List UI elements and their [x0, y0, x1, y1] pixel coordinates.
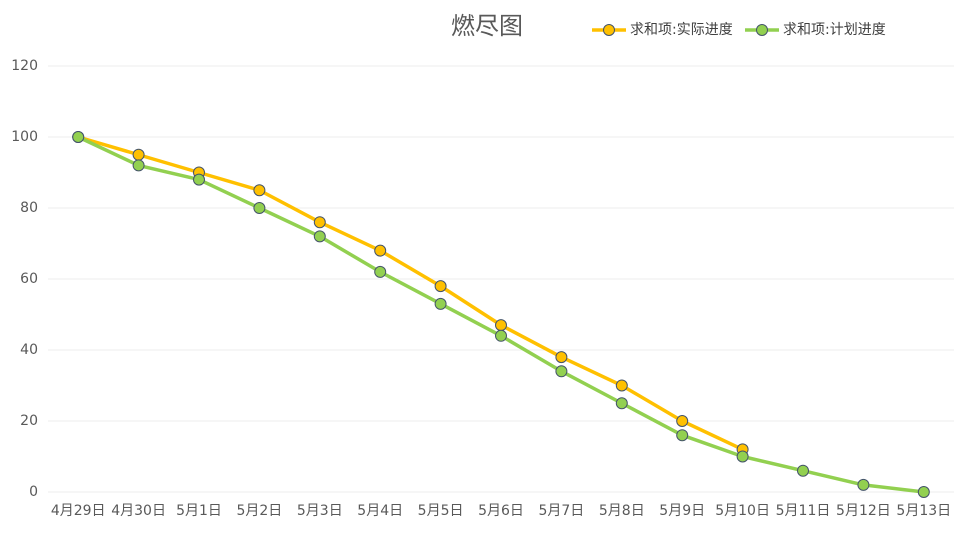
y-tick-label: 20	[20, 413, 38, 429]
data-point	[676, 415, 689, 427]
data-point	[132, 148, 145, 161]
x-tick-label: 5月7日	[538, 503, 584, 519]
x-tick-label: 5月13日	[896, 503, 951, 519]
x-tick-label: 5月9日	[659, 503, 705, 519]
series-line	[76, 135, 745, 452]
data-point	[615, 379, 628, 392]
x-tick-label: 4月30日	[111, 503, 166, 519]
data-point	[676, 429, 689, 442]
data-point	[555, 365, 568, 378]
data-point	[434, 297, 447, 310]
data-point	[72, 131, 85, 143]
x-tick-label: 5月11日	[776, 503, 831, 519]
data-point	[857, 478, 870, 491]
data-point	[797, 464, 809, 477]
legend-marker	[603, 24, 615, 36]
y-tick-label: 100	[11, 129, 38, 145]
data-point	[193, 173, 205, 186]
x-tick-label: 5月5日	[418, 503, 464, 519]
x-tick-label: 5月3日	[297, 503, 343, 519]
y-tick-label: 120	[11, 58, 38, 74]
x-tick-label: 5月2日	[236, 503, 282, 519]
x-tick-label: 5月12日	[836, 503, 891, 519]
data-point	[374, 244, 387, 257]
x-tick-label: 5月8日	[599, 503, 645, 519]
data-point	[555, 351, 568, 364]
data-point	[253, 184, 266, 197]
x-tick-label: 5月6日	[478, 503, 524, 519]
x-tick-label: 4月29日	[51, 503, 106, 519]
x-tick-label: 5月10日	[715, 503, 770, 519]
legend-label: 求和项:实际进度	[630, 22, 733, 38]
data-point	[615, 397, 628, 410]
data-point	[132, 159, 145, 172]
data-point	[917, 486, 930, 498]
y-tick-label: 60	[20, 271, 38, 287]
y-tick-label: 0	[29, 484, 38, 500]
data-point	[495, 329, 507, 342]
data-point	[736, 450, 749, 463]
y-tick-label: 40	[20, 342, 38, 358]
x-tick-label: 5月1日	[176, 503, 222, 519]
data-point	[313, 216, 326, 229]
data-point	[374, 265, 387, 278]
x-tick-label: 5月4日	[357, 503, 403, 519]
data-point	[434, 280, 447, 293]
chart-title: 燃尽图	[451, 12, 523, 40]
legend-marker	[756, 24, 768, 36]
series-line	[76, 135, 926, 494]
data-point	[253, 202, 266, 214]
data-point	[495, 319, 507, 332]
y-tick-label: 80	[20, 200, 38, 216]
data-point	[313, 230, 326, 243]
legend-label: 求和项:计划进度	[783, 22, 886, 38]
